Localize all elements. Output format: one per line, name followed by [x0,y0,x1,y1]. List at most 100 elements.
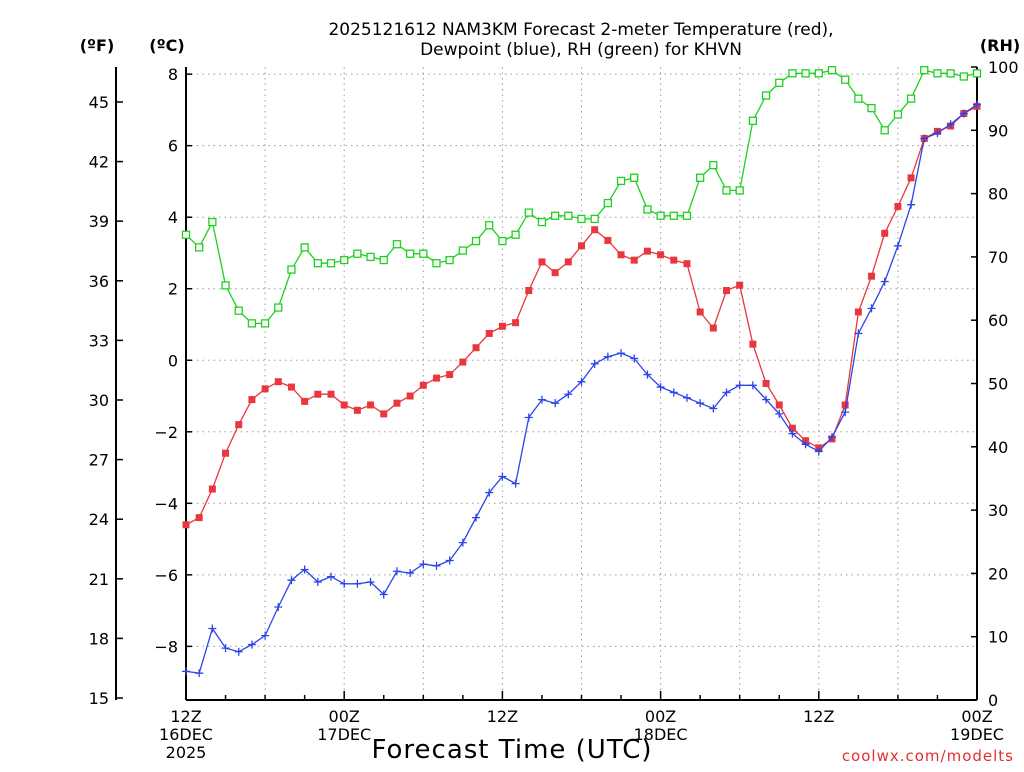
data-point [788,429,797,438]
data-point [788,424,796,432]
data-point [445,556,454,565]
data-point [749,340,757,348]
data-point [537,217,547,227]
data-point [432,259,441,268]
data-point [854,329,863,338]
fahrenheit-tick-label: 30 [89,391,109,410]
data-point [761,91,771,100]
x-tick-label: 2025 [166,743,207,762]
data-point [775,401,783,409]
rh-tick-label: 0 [988,691,998,710]
data-point [736,281,744,289]
celsius-tick-label: −2 [154,423,178,442]
x-tick-label: 18DEC [634,725,688,744]
data-point [485,488,494,497]
x-tick-label: 00Z [329,707,360,726]
rh-tick-label: 20 [988,564,1008,583]
data-point [392,240,402,249]
data-point [893,241,902,250]
data-point [920,134,929,143]
data-point [498,236,507,246]
data-point [195,669,204,678]
data-point [445,255,454,265]
data-point [827,66,837,75]
data-point [446,371,454,379]
data-point [881,229,889,237]
data-point [459,358,467,366]
data-point [234,306,243,315]
data-point [182,667,190,676]
data-point [959,72,968,81]
data-point [643,205,652,214]
celsius-tick-label: 0 [168,351,178,370]
celsius-tick-label: −8 [154,637,178,656]
data-point [735,381,744,390]
rh-tick-label: 60 [988,311,1008,330]
data-point [854,308,862,316]
data-point [485,221,494,230]
series-line [185,69,978,325]
data-point [946,69,955,78]
data-point [222,449,230,457]
data-point [946,120,955,129]
data-point [550,211,560,220]
data-point [327,572,336,581]
data-point [657,251,665,259]
data-point [630,354,639,363]
data-point [630,256,638,264]
series-rh [181,66,982,328]
data-point [880,277,889,286]
data-point [827,433,836,442]
series-2-meter-temperature [182,102,981,529]
data-point [868,272,876,280]
celsius-tick-label: 4 [168,208,178,227]
data-point [261,385,269,393]
data-point [472,344,480,352]
data-point [471,236,481,246]
data-point [748,381,757,390]
celsius-tick-label: 6 [168,137,178,156]
data-point [524,208,533,217]
data-point [801,440,810,449]
data-point [906,94,916,103]
data-point [670,256,678,264]
data-point [920,66,929,75]
fahrenheit-tick-label: 36 [89,272,109,291]
data-point [300,243,309,252]
data-point [313,259,322,268]
data-point [287,576,296,585]
data-point [326,259,336,268]
rh-tick-label: 100 [988,58,1019,77]
data-point [709,404,718,413]
fahrenheit-tick-label: 21 [89,570,109,589]
data-point [577,377,586,386]
data-point [406,569,415,578]
data-point [208,485,216,493]
data-point [340,255,349,265]
data-point [669,211,678,220]
data-point [643,247,651,255]
data-point [367,401,375,409]
data-point [682,393,691,402]
data-point [419,560,428,569]
data-point [551,269,559,277]
data-point [933,69,942,78]
x-tick-label: 12Z [170,707,201,726]
data-point [709,324,717,332]
data-point [274,303,283,312]
data-point [893,110,903,119]
data-point [512,319,520,327]
data-point [656,383,665,392]
data-point [907,174,915,182]
fahrenheit-tick-label: 33 [89,331,109,350]
data-point [366,252,375,262]
data-point [801,69,810,78]
data-point [379,255,388,265]
x-tick-label: 17DEC [317,725,371,744]
data-point [511,230,520,239]
data-point [696,308,704,316]
data-point [314,390,322,398]
data-point [287,265,296,274]
data-point [696,399,705,408]
